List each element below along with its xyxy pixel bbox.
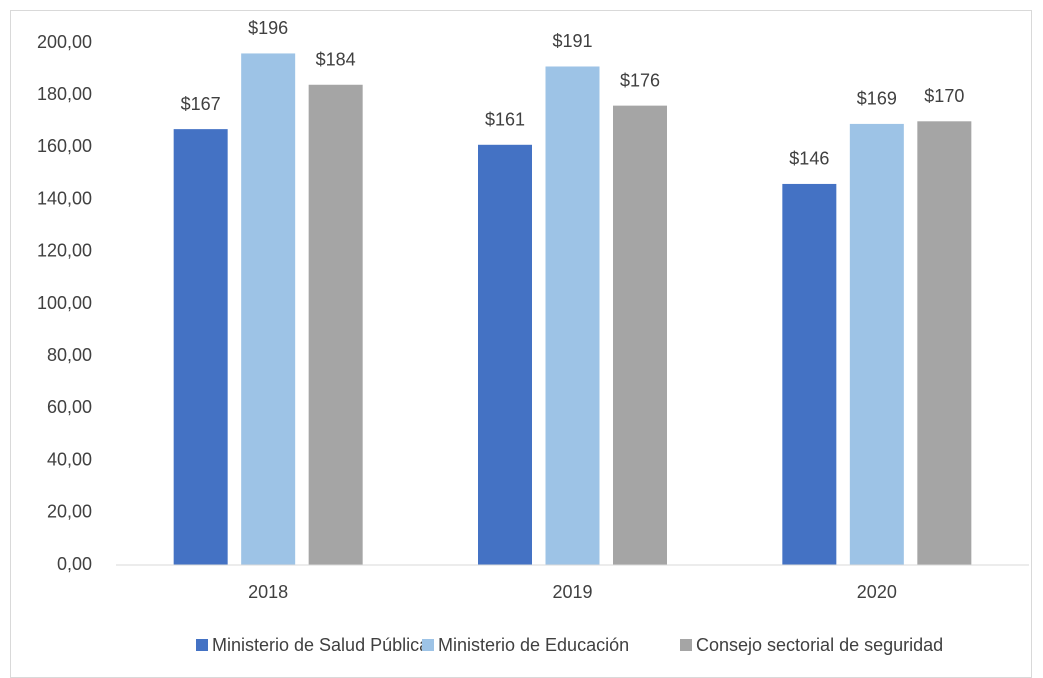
data-label: $191: [552, 31, 592, 51]
y-tick-label: 180,00: [37, 84, 92, 104]
data-label: $170: [924, 86, 964, 106]
x-tick-label: 2018: [248, 582, 288, 602]
bar: [173, 129, 228, 565]
y-tick-label: 60,00: [47, 397, 92, 417]
bar: [478, 144, 532, 566]
bar: [849, 123, 904, 565]
data-label: $184: [316, 50, 356, 70]
bar: [917, 121, 972, 566]
y-tick-label: 20,00: [47, 502, 92, 522]
bar: [782, 183, 837, 565]
data-label: $167: [181, 94, 221, 114]
y-tick-label: 40,00: [47, 449, 92, 469]
legend-label: Ministerio de Salud Pública: [212, 635, 430, 655]
y-tick-label: 120,00: [37, 241, 92, 261]
bar: [613, 105, 667, 565]
data-label: $196: [248, 18, 288, 38]
legend-swatch: [680, 639, 692, 651]
legend-label: Ministerio de Educación: [438, 635, 629, 655]
legend-label: Consejo sectorial de seguridad: [696, 635, 943, 655]
legend-swatch: [196, 639, 208, 651]
y-tick-label: 100,00: [37, 293, 92, 313]
x-tick-label: 2020: [857, 582, 897, 602]
y-tick-label: 0,00: [57, 554, 92, 574]
x-tick-label: 2019: [552, 582, 592, 602]
bar: [308, 84, 363, 565]
data-label: $146: [789, 149, 829, 169]
data-label: $176: [620, 70, 660, 90]
data-label: $161: [485, 110, 525, 130]
legend-swatch: [422, 639, 434, 651]
bar: [241, 53, 296, 565]
y-tick-label: 140,00: [37, 188, 92, 208]
bar: [545, 66, 600, 566]
y-tick-label: 80,00: [47, 345, 92, 365]
y-tick-label: 200,00: [37, 32, 92, 52]
data-label: $169: [857, 89, 897, 109]
y-tick-label: 160,00: [37, 136, 92, 156]
